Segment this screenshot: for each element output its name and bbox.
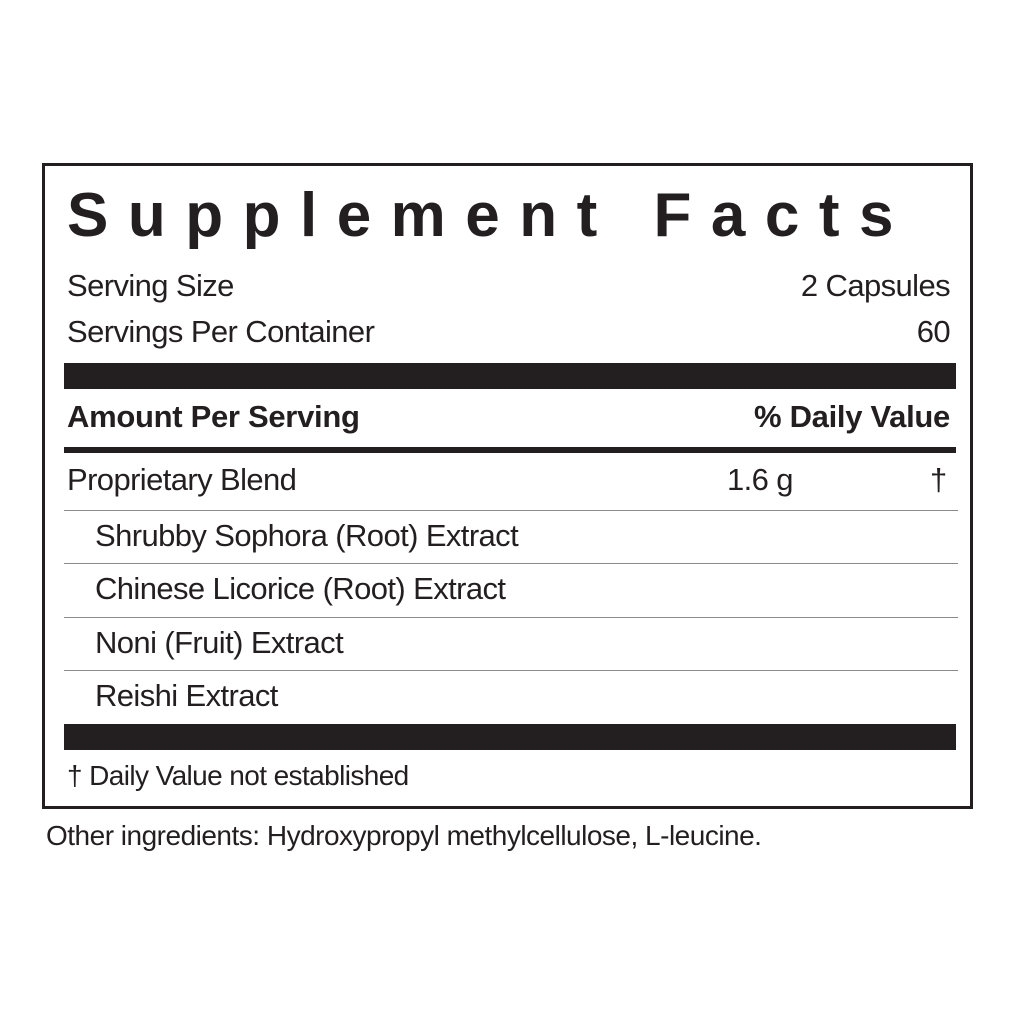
blend-amount: 1.6 g: [727, 462, 794, 497]
supplement-facts-panel: Supplement Facts Serving Size 2 Capsules…: [42, 163, 973, 809]
servings-per-container-value: 60: [916, 314, 951, 349]
ingredient-row: Reishi Extract: [95, 678, 278, 713]
row-divider: [64, 617, 958, 618]
serving-size-label: Serving Size: [67, 268, 234, 303]
row-divider: [64, 563, 958, 564]
row-divider: [64, 670, 958, 671]
servings-per-container-label: Servings Per Container: [67, 314, 375, 349]
serving-size-value: 2 Capsules: [800, 268, 951, 303]
thick-divider: [64, 363, 956, 389]
ingredient-row: Noni (Fruit) Extract: [95, 625, 344, 660]
thick-divider: [64, 724, 956, 750]
ingredient-row: Chinese Licorice (Root) Extract: [95, 571, 506, 606]
other-ingredients: Other ingredients: Hydroxypropyl methylc…: [46, 820, 762, 851]
ingredient-row: Shrubby Sophora (Root) Extract: [95, 518, 519, 553]
footnote: † Daily Value not established: [67, 760, 409, 791]
blend-daily-value: †: [930, 462, 947, 497]
amount-per-serving-header: Amount Per Serving: [67, 399, 360, 434]
medium-divider: [64, 447, 956, 453]
row-divider: [64, 510, 958, 511]
blend-name: Proprietary Blend: [67, 462, 297, 497]
daily-value-header: % Daily Value: [754, 399, 950, 434]
panel-title: Supplement Facts: [67, 181, 913, 250]
